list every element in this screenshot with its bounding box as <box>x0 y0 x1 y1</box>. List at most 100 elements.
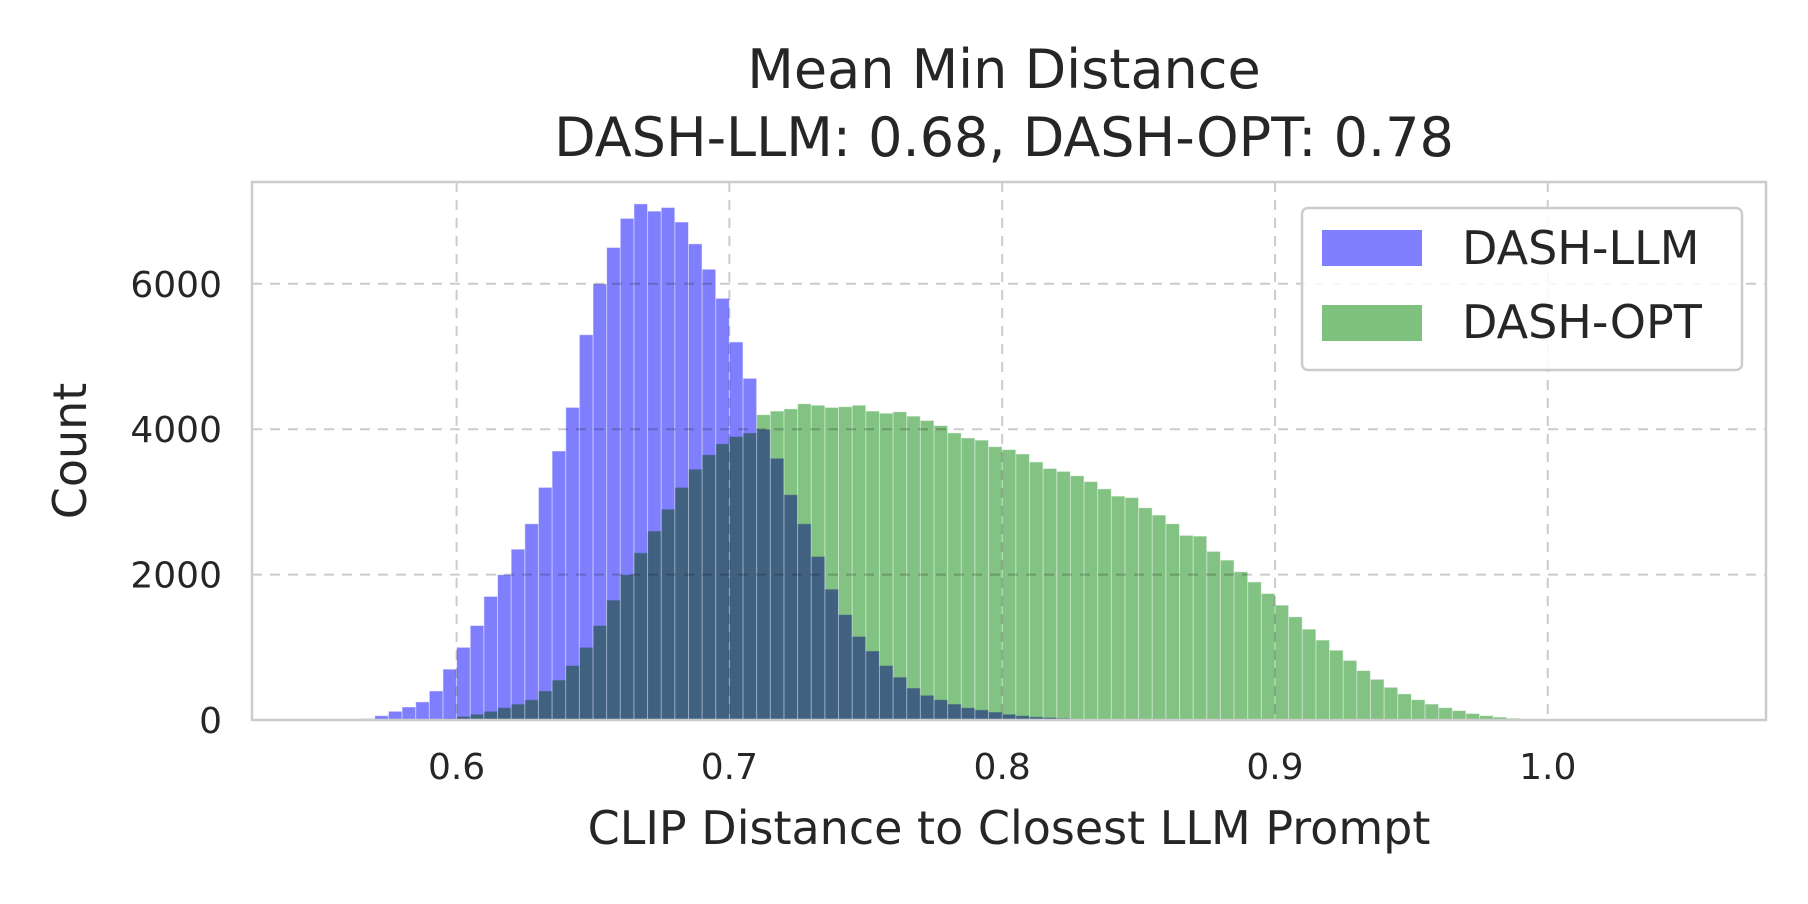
x-axis-label: CLIP Distance to Closest LLM Prompt <box>588 801 1431 855</box>
bar-dash-llm-3 <box>387 710 403 721</box>
bar-dash-opt-68 <box>1274 604 1290 721</box>
bar-dash-opt-46 <box>974 439 990 721</box>
bar-dash-opt-47 <box>988 446 1003 721</box>
chart-title: Mean Min Distance <box>747 38 1260 101</box>
bar-dash-opt-13 <box>524 699 539 721</box>
bar-dash-opt-76 <box>1383 686 1399 721</box>
bar-dash-opt-56 <box>1110 495 1126 721</box>
bar-dash-opt-80 <box>1438 707 1453 721</box>
bar-dash-opt-73 <box>1342 659 1358 721</box>
bar-dash-opt-45 <box>960 437 976 721</box>
bar-dash-opt-59 <box>1151 514 1167 721</box>
bar-dash-opt-25 <box>687 468 703 721</box>
chart-subtitle: DASH-LLM: 0.68, DASH-OPT: 0.78 <box>554 106 1454 169</box>
bar-dash-opt-57 <box>1124 497 1140 721</box>
bar-dash-opt-24 <box>674 486 689 721</box>
bar-dash-opt-67 <box>1260 592 1276 721</box>
bar-dash-opt-66 <box>1247 581 1262 721</box>
bar-dash-opt-23 <box>660 508 676 721</box>
bar-dash-opt-53 <box>1069 475 1085 721</box>
bar-dash-opt-48 <box>1001 449 1017 721</box>
bar-dash-opt-74 <box>1356 670 1371 721</box>
bar-dash-opt-27 <box>715 443 730 721</box>
bar-dash-opt-49 <box>1015 453 1030 721</box>
bar-dash-llm-11 <box>497 574 512 721</box>
bar-dash-opt-17 <box>578 646 594 721</box>
bar-dash-llm-13 <box>524 523 539 721</box>
bar-dash-llm-4 <box>401 706 417 721</box>
bar-dash-opt-22 <box>647 530 662 721</box>
bar-dash-opt-20 <box>619 574 635 721</box>
bar-dash-opt-69 <box>1288 616 1303 721</box>
bar-dash-llm-5 <box>415 701 430 721</box>
x-tick-label-4: 1.0 <box>1519 747 1576 788</box>
plot-frame <box>250 180 1768 722</box>
y-tick-label-1: 2000 <box>130 556 222 597</box>
bar-dash-opt-77 <box>1397 693 1412 721</box>
bar-dash-opt-15 <box>551 679 567 721</box>
bar-dash-opt-36 <box>838 406 853 721</box>
bar-dash-opt-21 <box>633 552 649 721</box>
bar-dash-opt-61 <box>1178 534 1194 721</box>
bar-dash-opt-50 <box>1028 461 1044 721</box>
bar-dash-opt-38 <box>865 410 880 721</box>
bar-dash-llm-10 <box>483 595 499 721</box>
legend-swatch-dash-opt <box>1322 305 1422 341</box>
bar-dash-opt-44 <box>947 432 962 721</box>
bar-dash-opt-35 <box>824 406 840 721</box>
bar-dash-opt-52 <box>1056 470 1071 721</box>
bar-dash-opt-29 <box>742 432 758 721</box>
bar-dash-opt-32 <box>783 408 799 721</box>
bar-dash-opt-37 <box>851 404 867 721</box>
bar-dash-opt-42 <box>919 419 935 721</box>
bar-dash-opt-28 <box>728 435 744 721</box>
bar-dash-opt-43 <box>933 425 949 721</box>
x-tick-label-1: 0.7 <box>701 747 758 788</box>
bar-dash-opt-11 <box>497 707 512 721</box>
bar-dash-llm-7 <box>442 668 458 721</box>
y-axis-label: Count <box>43 383 97 520</box>
legend-label-dash-llm: DASH-LLM <box>1462 221 1699 275</box>
bar-dash-opt-34 <box>810 404 826 721</box>
bar-dash-opt-60 <box>1165 523 1180 721</box>
bar-dash-opt-33 <box>797 403 812 721</box>
bar-dash-opt-26 <box>701 454 717 721</box>
x-tick-label-3: 0.9 <box>1246 747 1303 788</box>
bar-dash-llm-6 <box>428 690 444 721</box>
bar-dash-opt-14 <box>537 690 553 721</box>
bar-dash-llm-14 <box>537 486 553 721</box>
bar-dash-llm-8 <box>456 646 471 721</box>
bar-dash-llm-9 <box>469 624 485 721</box>
bar-dash-opt-65 <box>1233 571 1249 721</box>
series-dash-opt-bars <box>428 403 1562 721</box>
bar-dash-opt-30 <box>756 414 771 721</box>
bar-dash-opt-63 <box>1206 550 1221 721</box>
y-tick-label-2: 4000 <box>130 410 222 451</box>
legend-swatch-dash-llm <box>1322 230 1422 266</box>
bar-dash-opt-75 <box>1369 678 1385 721</box>
bar-dash-opt-71 <box>1315 639 1331 721</box>
y-tick-label-0: 0 <box>199 701 222 742</box>
bar-dash-opt-31 <box>769 410 785 721</box>
bar-dash-opt-62 <box>1192 535 1208 721</box>
bar-dash-opt-72 <box>1329 649 1344 721</box>
x-tick-label-2: 0.8 <box>974 747 1031 788</box>
bar-dash-opt-79 <box>1424 703 1440 721</box>
bar-dash-opt-51 <box>1042 467 1058 721</box>
bar-dash-llm-12 <box>510 548 526 721</box>
y-tick-label-3: 6000 <box>130 265 222 306</box>
bar-dash-opt-10 <box>483 710 499 721</box>
x-tick-labels: 0.6 0.7 0.8 0.9 1.0 <box>428 747 1576 788</box>
bar-dash-opt-78 <box>1410 699 1426 721</box>
bar-dash-opt-54 <box>1083 481 1099 721</box>
bar-dash-opt-58 <box>1138 507 1153 721</box>
bar-dash-opt-81 <box>1451 710 1467 721</box>
bar-dash-opt-16 <box>565 664 580 721</box>
bar-dash-opt-70 <box>1301 628 1317 721</box>
legend: DASH-LLM DASH-OPT <box>1300 206 1744 372</box>
bar-dash-opt-12 <box>510 703 526 721</box>
bar-dash-opt-18 <box>592 624 608 721</box>
y-tick-labels: 0 2000 4000 6000 <box>130 265 222 742</box>
legend-label-dash-opt: DASH-OPT <box>1462 295 1703 349</box>
